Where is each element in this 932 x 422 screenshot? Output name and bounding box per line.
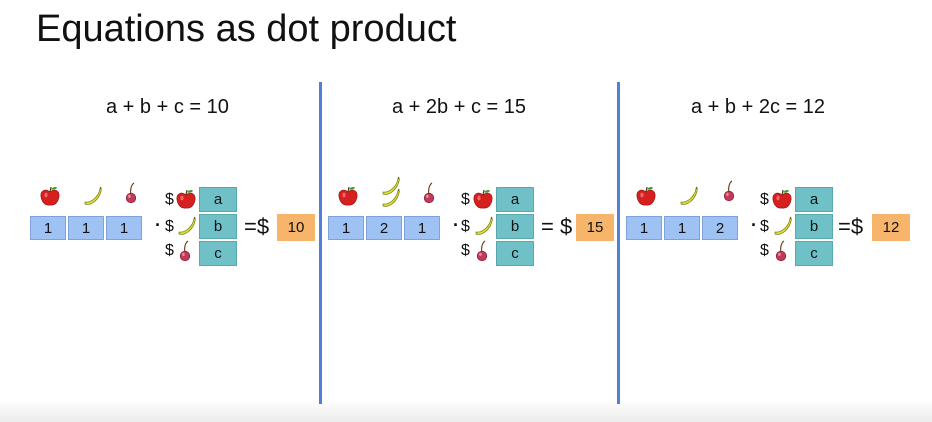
apple-icon bbox=[473, 189, 493, 209]
equation-text: a + b + 2c = 12 bbox=[691, 96, 825, 118]
price-cell: b bbox=[199, 214, 237, 239]
price-cell: a bbox=[199, 187, 237, 212]
dot-operator: · bbox=[751, 215, 757, 235]
dollar-sign: $ bbox=[760, 218, 769, 235]
banana-icon bbox=[680, 186, 698, 205]
count-cell: 1 bbox=[30, 216, 66, 240]
price-vector: a b c bbox=[795, 187, 833, 268]
dollar-sign: $ bbox=[461, 191, 470, 208]
equation-panel: a + b + c = 10 1 1 1 · $ $ $ a b c =$ 10 bbox=[0, 0, 315, 422]
bottom-fade bbox=[0, 400, 932, 422]
result-cell: 10 bbox=[277, 214, 315, 241]
dollar-sign: $ bbox=[461, 242, 470, 259]
result-cell: 15 bbox=[576, 214, 614, 241]
count-cell: 2 bbox=[366, 216, 402, 240]
dot-operator: · bbox=[453, 215, 459, 235]
banana-icon bbox=[774, 216, 792, 235]
equation-text: a + b + c = 10 bbox=[106, 96, 229, 118]
count-vector: 1 1 1 bbox=[30, 216, 144, 240]
count-cell: 1 bbox=[626, 216, 662, 240]
panel-divider bbox=[319, 82, 322, 404]
apple-icon bbox=[338, 186, 358, 206]
apple-icon bbox=[176, 189, 196, 209]
cherry-icon bbox=[775, 240, 787, 262]
price-vector: a b c bbox=[496, 187, 534, 268]
count-cell: 1 bbox=[664, 216, 700, 240]
banana-icon bbox=[84, 186, 102, 205]
dollar-sign: $ bbox=[760, 242, 769, 259]
equals-sign: =$ bbox=[244, 214, 270, 239]
apple-icon bbox=[40, 186, 60, 206]
cherry-icon bbox=[723, 180, 735, 202]
equals-sign: =$ bbox=[838, 214, 864, 239]
price-cell: a bbox=[496, 187, 534, 212]
equation-panel: a + b + 2c = 12 1 1 2 · $ $ $ a b c =$ 1… bbox=[596, 0, 910, 422]
count-cell: 1 bbox=[106, 216, 142, 240]
price-cell: b bbox=[795, 214, 833, 239]
count-vector: 1 1 2 bbox=[626, 216, 740, 240]
price-cell: c bbox=[795, 241, 833, 266]
price-cell: c bbox=[199, 241, 237, 266]
apple-icon bbox=[636, 186, 656, 206]
equation-text: a + 2b + c = 15 bbox=[392, 96, 526, 118]
dot-operator: · bbox=[155, 215, 161, 235]
dollar-sign: $ bbox=[760, 191, 769, 208]
price-vector: a b c bbox=[199, 187, 237, 268]
price-cell: b bbox=[496, 214, 534, 239]
result-cell: 12 bbox=[872, 214, 910, 241]
banana-icon bbox=[178, 216, 196, 235]
equation-panel: a + 2b + c = 15 1 2 1 · $ $ $ a b c = $ … bbox=[298, 0, 614, 422]
count-cell: 2 bbox=[702, 216, 738, 240]
banana-icon bbox=[475, 216, 493, 235]
cherry-icon bbox=[476, 240, 488, 262]
apple-icon bbox=[772, 189, 792, 209]
cherry-icon bbox=[423, 182, 435, 204]
price-cell: c bbox=[496, 241, 534, 266]
panel-divider bbox=[617, 82, 620, 404]
cherry-icon bbox=[125, 182, 137, 204]
count-cell: 1 bbox=[328, 216, 364, 240]
cherry-icon bbox=[179, 240, 191, 262]
dollar-sign: $ bbox=[165, 242, 174, 259]
count-cell: 1 bbox=[68, 216, 104, 240]
banana-icon bbox=[382, 188, 400, 207]
dollar-sign: $ bbox=[165, 191, 174, 208]
count-cell: 1 bbox=[404, 216, 440, 240]
equals-sign: = $ bbox=[541, 214, 573, 239]
dollar-sign: $ bbox=[461, 218, 470, 235]
slide-title: Equations as dot product bbox=[36, 8, 457, 50]
price-cell: a bbox=[795, 187, 833, 212]
count-vector: 1 2 1 bbox=[328, 216, 442, 240]
dollar-sign: $ bbox=[165, 218, 174, 235]
